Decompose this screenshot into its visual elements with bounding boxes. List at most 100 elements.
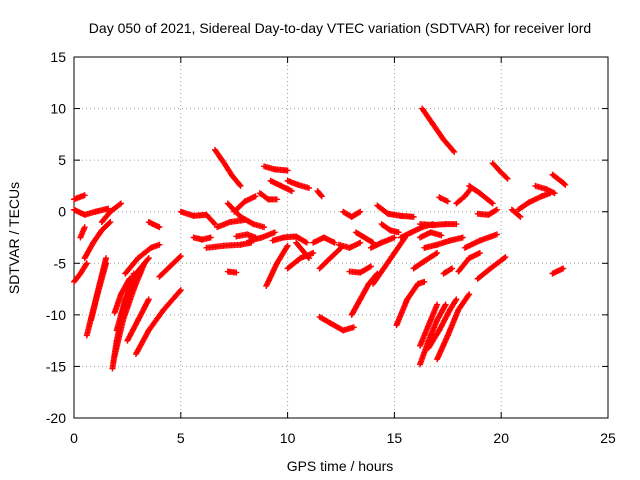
data-point [233, 269, 240, 276]
data-point [271, 229, 278, 236]
data-point [103, 255, 110, 262]
data-point [516, 212, 523, 219]
data-point [488, 199, 495, 206]
data-point [466, 291, 473, 298]
x-tick-label: 15 [387, 430, 403, 446]
data-point [562, 181, 569, 188]
data-point [465, 292, 472, 299]
data-point [106, 220, 113, 227]
data-point [503, 174, 510, 181]
data-point [177, 287, 184, 294]
x-tick-label: 10 [280, 430, 296, 446]
x-axis-label: GPS time / hours [287, 458, 394, 474]
y-axis-label: SDTVAR / TECUs [6, 182, 22, 294]
chart-title: Day 050 of 2021, Sidereal Day-to-day VTE… [89, 20, 591, 36]
data-point [103, 260, 110, 267]
data-point [318, 193, 325, 200]
data-point [81, 224, 88, 231]
data-point [237, 182, 244, 189]
data-point [83, 260, 90, 267]
x-tick-label: 25 [600, 430, 616, 446]
y-tick-label: 0 [58, 204, 66, 220]
data-point [116, 201, 123, 208]
x-tick-label: 0 [70, 430, 78, 446]
data-point [288, 188, 295, 195]
y-tick-label: 10 [50, 101, 66, 117]
data-point [449, 265, 456, 272]
data-point [317, 192, 324, 199]
data-point [421, 278, 428, 285]
data-point [476, 249, 483, 256]
data-point [156, 224, 163, 231]
data-point [452, 297, 459, 304]
data-points [71, 105, 569, 372]
data-point [368, 238, 375, 245]
data-point [493, 231, 500, 238]
data-point [211, 221, 218, 228]
data-point [156, 241, 163, 248]
data-point [117, 200, 124, 207]
data-point [125, 277, 132, 284]
data-point [447, 266, 454, 273]
data-point [350, 324, 357, 331]
data-point [81, 192, 88, 199]
data-point [561, 180, 568, 187]
data-point [145, 296, 152, 303]
data-point [177, 253, 184, 260]
data-point [249, 220, 256, 227]
data-point [517, 213, 524, 220]
data-point [434, 249, 441, 256]
y-tick-label: -20 [46, 410, 66, 426]
data-point [504, 175, 511, 182]
data-point [144, 256, 151, 263]
y-tick-label: 15 [50, 49, 66, 65]
data-point [126, 275, 133, 282]
data-point [176, 288, 183, 295]
data-point [303, 239, 310, 246]
data-point [493, 206, 500, 213]
data-point [453, 221, 460, 228]
data-point [357, 208, 364, 215]
data-point [273, 196, 280, 203]
data-point [145, 255, 152, 262]
data-point [210, 219, 217, 226]
data-point [434, 301, 441, 308]
data-point [241, 216, 248, 223]
data-point [252, 193, 259, 200]
data-point [107, 219, 114, 226]
y-tick-label: 5 [58, 152, 66, 168]
data-point [105, 205, 112, 212]
data-point [451, 148, 458, 155]
data-point [432, 250, 439, 257]
x-tick-label: 20 [493, 430, 509, 446]
data-point [305, 184, 312, 191]
data-point [367, 263, 374, 270]
y-tick-label: -5 [54, 255, 67, 271]
data-point [459, 234, 466, 241]
data-point [501, 255, 508, 262]
data-point [502, 254, 509, 261]
data-point [391, 234, 398, 241]
data-point [284, 242, 291, 249]
data-point [176, 254, 183, 261]
y-tick-label: -10 [46, 307, 66, 323]
y-tick-label: -15 [46, 358, 66, 374]
x-tick-label: 5 [177, 430, 185, 446]
data-point [261, 224, 268, 231]
axis-ticks: 0 5 10 15 20 25 -20 -15 -10 -5 0 5 10 15 [46, 49, 616, 446]
data-point [284, 167, 291, 174]
data-point [444, 198, 451, 205]
data-point [356, 209, 363, 216]
data-point [442, 301, 449, 308]
data-point [450, 147, 457, 154]
data-point [489, 200, 496, 207]
data-point [438, 232, 445, 239]
data-point [357, 239, 364, 246]
data-point [207, 234, 214, 241]
data-point [331, 239, 338, 246]
data-point [395, 229, 402, 236]
data-point [236, 181, 243, 188]
data-point [310, 249, 317, 256]
plot-frame [73, 56, 609, 419]
